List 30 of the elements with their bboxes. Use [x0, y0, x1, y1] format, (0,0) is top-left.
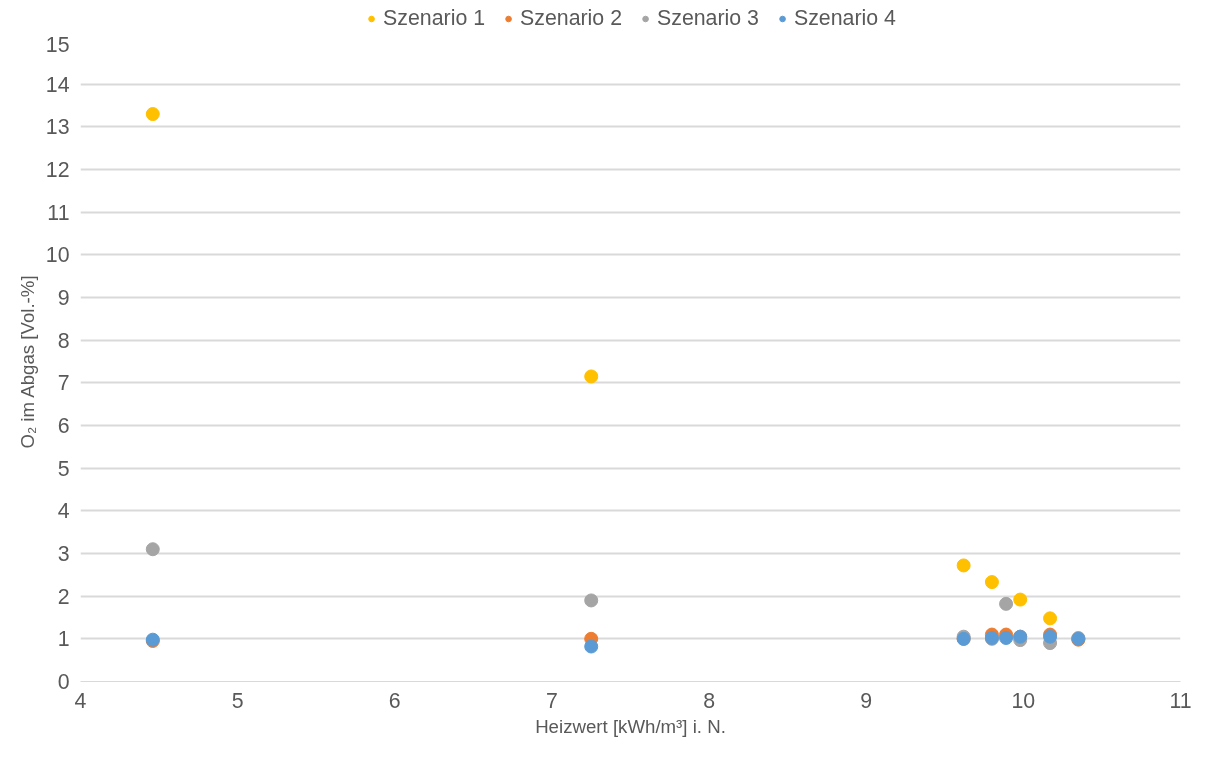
y-tick-label: 15: [45, 32, 70, 57]
y-tick-label: 10: [45, 243, 70, 268]
y-tick-label: 6: [57, 414, 70, 438]
x-tick-label: 8: [703, 688, 716, 713]
y-axis-title: O₂ im Abgas [Vol.-%]: [16, 275, 38, 449]
x-tick-label: 6: [388, 688, 401, 713]
y-tick-label: 4: [57, 499, 70, 524]
x-tick-label: 7: [546, 688, 558, 713]
x-tick-label: 4: [74, 688, 87, 713]
x-axis-title: Heizwert [kWh/m³] i. N.: [535, 715, 726, 737]
legend-label: Szenario 3: [657, 5, 759, 31]
x-tick-label: 10: [1011, 688, 1036, 713]
x-tick-label: 5: [231, 688, 244, 713]
x-tick-label: 11: [1169, 688, 1192, 713]
legend-label: Szenario 1: [383, 5, 486, 31]
y-tick-label: 2: [57, 584, 70, 609]
y-tick-label: 1: [57, 627, 70, 652]
y-tick-label: 8: [57, 328, 70, 353]
y-tick-label: 14: [45, 72, 70, 97]
legend-label: Szenario 2: [520, 5, 622, 31]
y-tick-label: 12: [45, 158, 70, 182]
y-tick-label: 7: [57, 371, 70, 396]
legend-label: Szenario 4: [793, 5, 896, 31]
y-tick-label: 9: [57, 286, 70, 310]
y-tick-label: 0: [57, 670, 70, 694]
x-tick-label: 9: [860, 688, 873, 713]
y-tick-label: 11: [47, 200, 70, 225]
y-tick-label: 5: [57, 456, 70, 481]
y-tick-label: 3: [57, 542, 70, 566]
y-tick-label: 13: [45, 115, 70, 140]
